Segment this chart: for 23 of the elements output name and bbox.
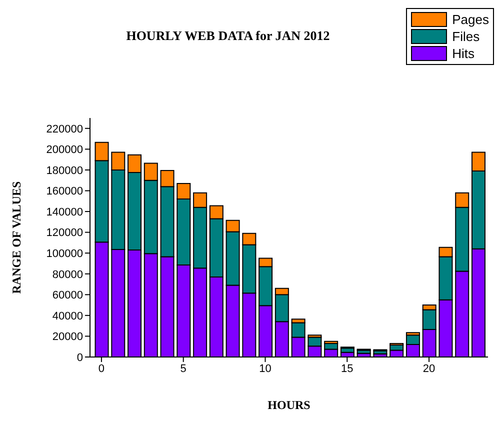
y-tick-label: 180000 — [46, 164, 83, 177]
y-tick-label: 0 — [76, 352, 83, 364]
y-tick-label: 20000 — [52, 331, 83, 344]
x-tick-label: 10 — [259, 362, 272, 375]
y-tick-label: 160000 — [46, 186, 83, 198]
chart-title: HOURLY WEB DATA for JAN 2012 — [125, 28, 331, 44]
y-tick-label: 80000 — [52, 268, 83, 281]
y-tick-label: 100000 — [46, 248, 83, 260]
legend-label: Files — [452, 29, 480, 44]
x-tick-label: 0 — [98, 362, 105, 375]
x-tick-label: 5 — [180, 362, 186, 375]
y-tick-label: 220000 — [46, 123, 83, 136]
x-axis-title: HOURS — [268, 398, 311, 412]
y-tick-label: 200000 — [46, 144, 83, 156]
legend-label: Pages — [452, 12, 489, 27]
y-tick-label: 140000 — [46, 206, 83, 218]
y-tick-label: 40000 — [52, 310, 83, 322]
x-tick-label: 20 — [422, 362, 436, 375]
legend-label: Hits — [452, 46, 475, 61]
y-axis-title: RANGE OF VALUES — [9, 180, 24, 294]
y-tick-label: 60000 — [52, 290, 83, 302]
y-tick-label: 120000 — [46, 227, 83, 240]
x-tick-label: 15 — [341, 362, 354, 375]
